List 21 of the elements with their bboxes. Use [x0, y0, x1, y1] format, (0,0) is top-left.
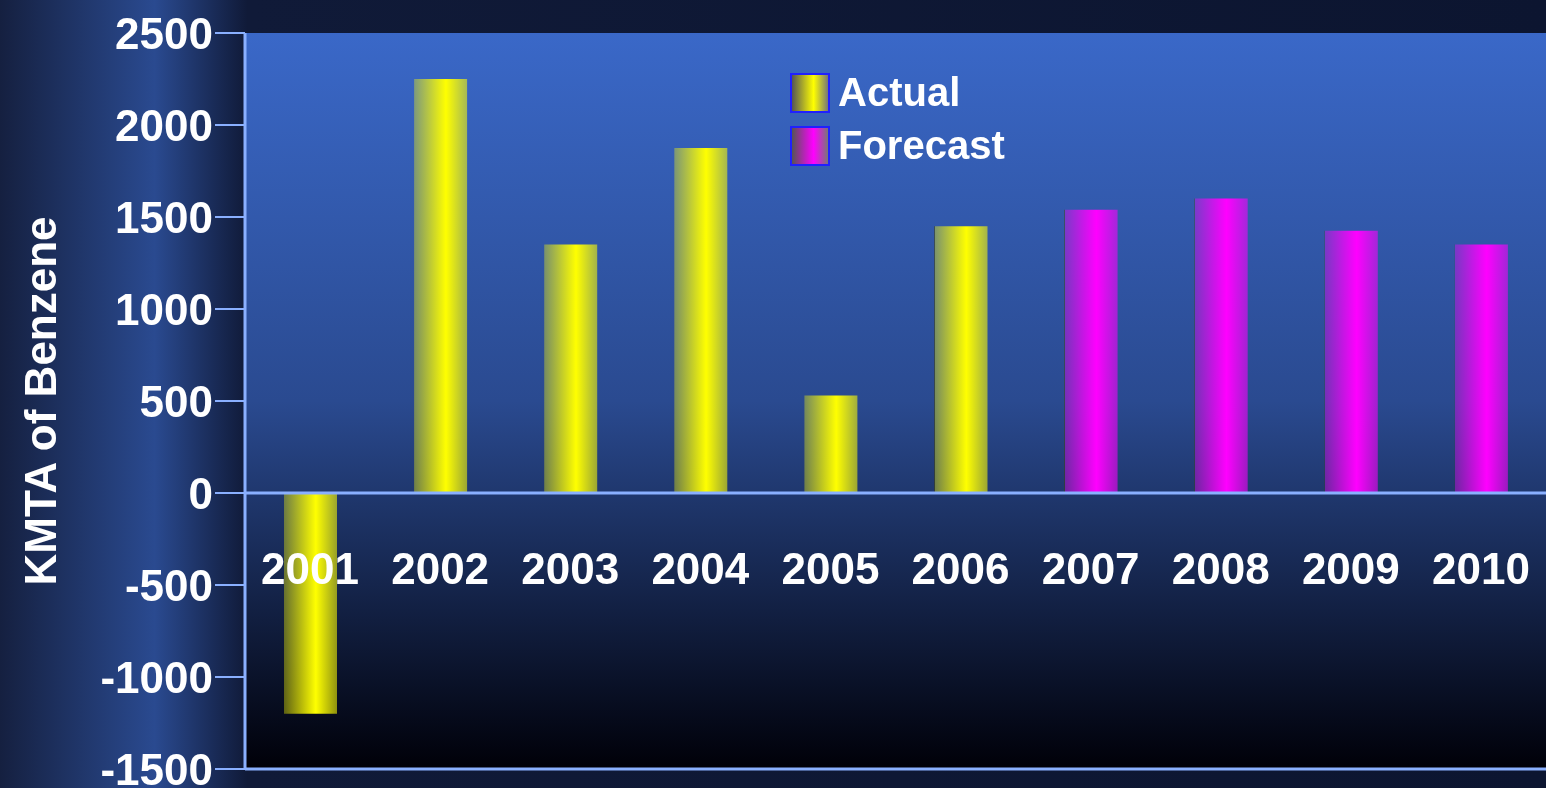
y-tick-label: 0: [188, 468, 213, 518]
x-tick-label: 2005: [781, 543, 880, 593]
x-tick-label: 2002: [391, 543, 490, 593]
y-tick-label: -1500: [100, 744, 213, 788]
y-tick-label: 2500: [115, 8, 213, 58]
y-axis-title: KMTA of Benzene: [15, 216, 65, 586]
x-tick-label: 2007: [1041, 543, 1140, 593]
x-tick-label: 2006: [911, 543, 1010, 593]
legend-label: Actual: [838, 70, 961, 115]
y-tick-label: -500: [124, 560, 213, 610]
y-tick-label: 2000: [115, 100, 213, 150]
y-tick-label: 1500: [115, 192, 213, 242]
x-tick-label: 2008: [1171, 543, 1270, 593]
y-tick-label: 1000: [115, 284, 213, 334]
legend-label: Forecast: [838, 123, 1005, 168]
y-tick-label: 500: [139, 376, 213, 426]
x-tick-label: 2004: [651, 543, 750, 593]
x-tick-label: 2003: [521, 543, 620, 593]
x-tick-label: 2009: [1301, 543, 1400, 593]
y-tick-label: -1000: [100, 652, 213, 702]
x-tick-label: 2010: [1432, 543, 1530, 593]
